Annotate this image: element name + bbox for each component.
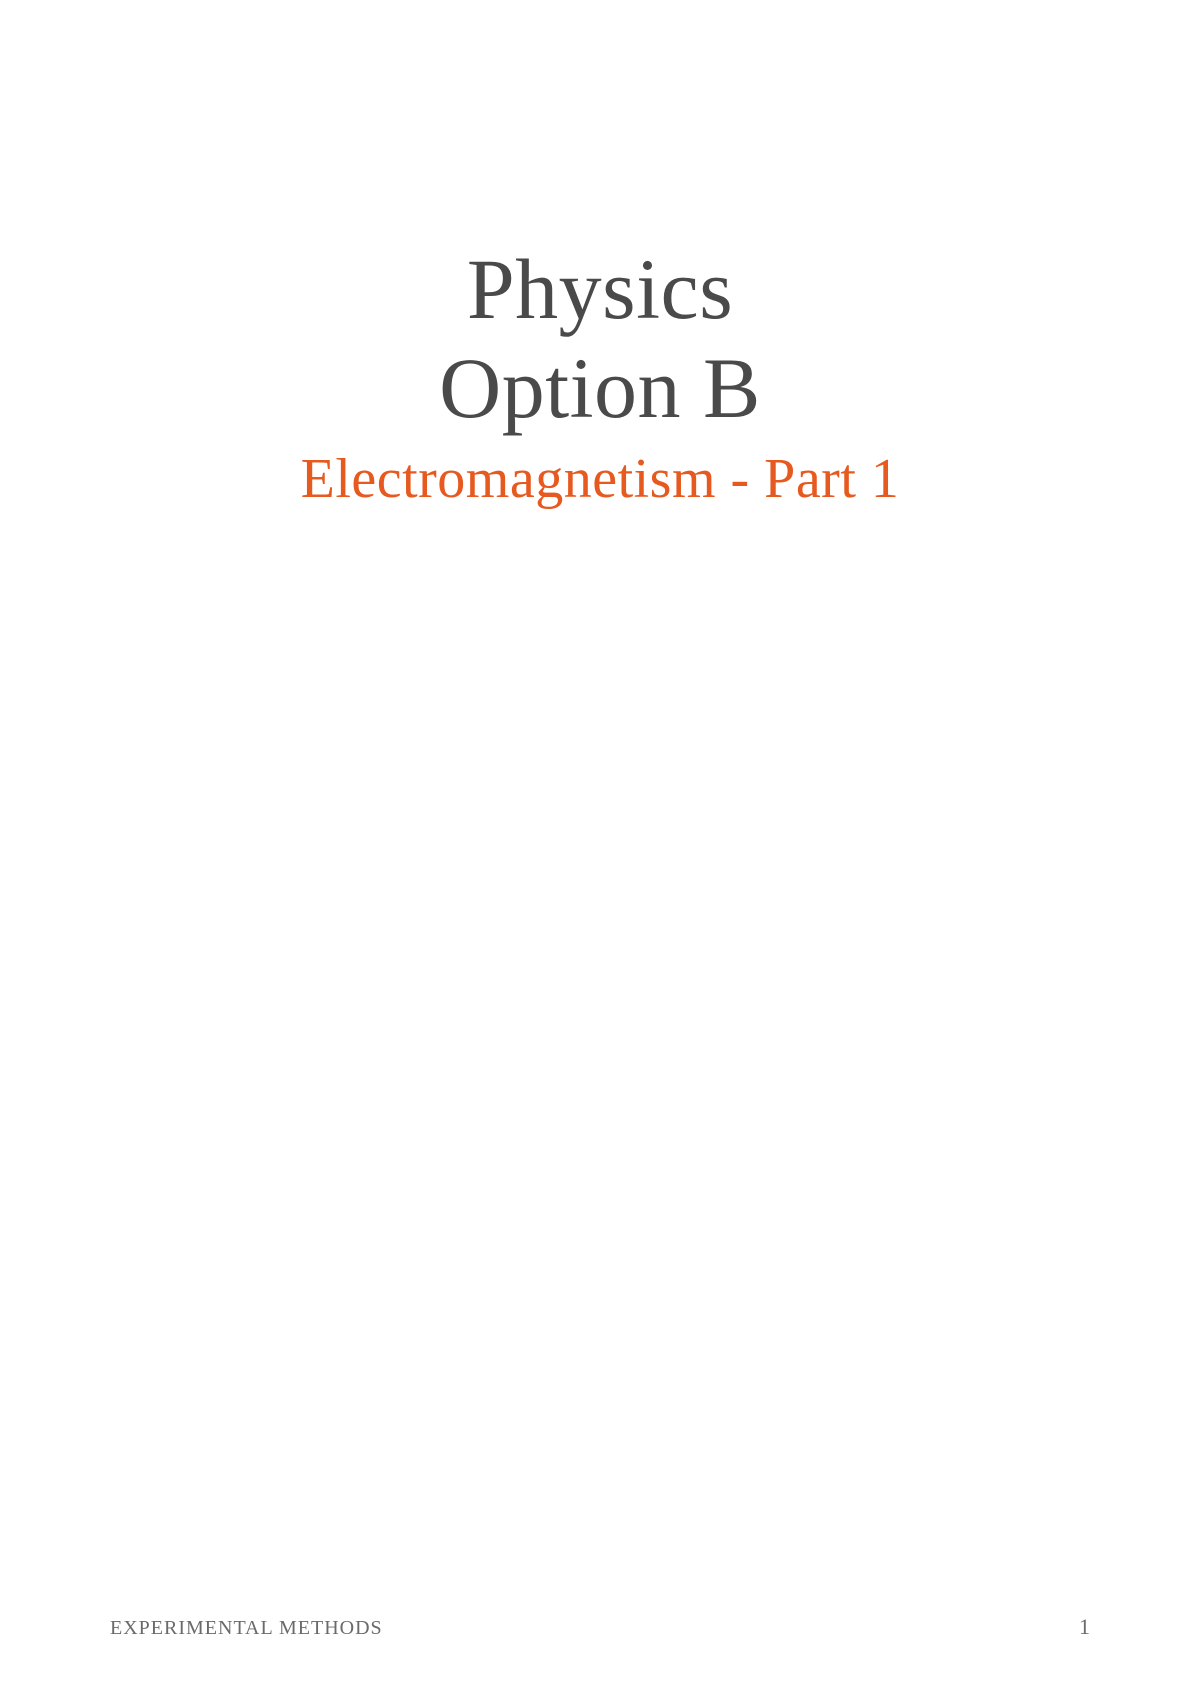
document-page: Physics Option B Electromagnetism - Part…	[0, 0, 1200, 1698]
page-number: 1	[1079, 1614, 1090, 1640]
title-line-2: Option B	[110, 339, 1090, 438]
subtitle: Electromagnetism - Part 1	[110, 444, 1090, 514]
footer-section-label: EXPERIMENTAL METHODS	[110, 1617, 383, 1640]
page-footer: EXPERIMENTAL METHODS 1	[110, 1614, 1090, 1640]
title-block: Physics Option B Electromagnetism - Part…	[110, 240, 1090, 514]
title-line-1: Physics	[110, 240, 1090, 339]
